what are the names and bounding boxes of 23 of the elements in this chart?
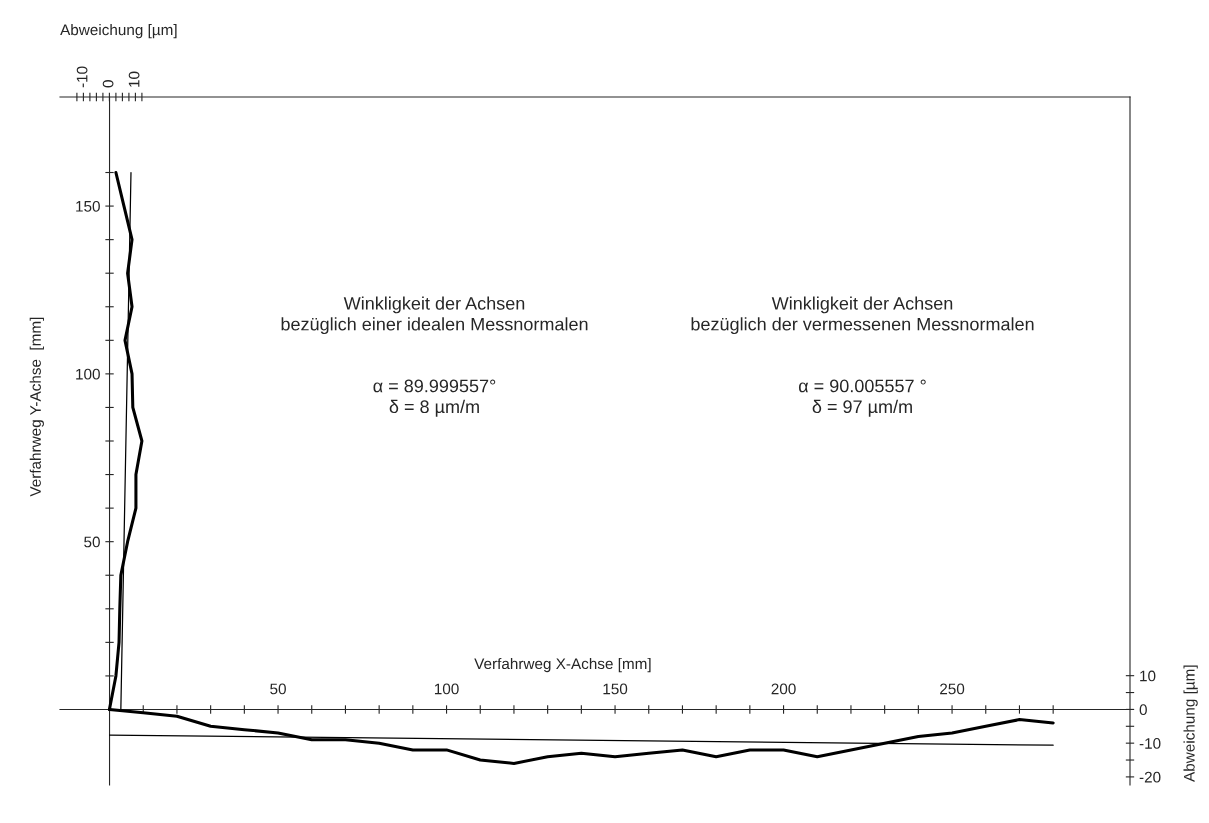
y-axis-title: Verfahrweg Y-Achse [mm] xyxy=(29,317,44,497)
annotation: α = 90.005557 ° δ = 97 µm/m xyxy=(798,379,926,417)
y2-tick-label: 10 xyxy=(1140,670,1156,682)
x2-tick-label: 0 xyxy=(102,80,114,88)
x-tick-label: 250 xyxy=(940,683,965,695)
y-tick-label: 150 xyxy=(76,200,100,212)
x2-axis-title: Abweichung [µm] xyxy=(60,24,177,39)
x-tick-label: 50 xyxy=(270,683,286,695)
x2-tick-label: 10 xyxy=(128,71,140,87)
annotation: α = 89.999557° δ = 8 µm/m xyxy=(373,379,496,417)
y2-axis-title: Abweichung [µm] xyxy=(1183,665,1198,782)
y-tick-label: 50 xyxy=(84,536,100,548)
annotation: Winkligkeit der Achsen bezüglich einer idealen Messnormalen xyxy=(281,296,588,335)
x-tick-label: 100 xyxy=(434,683,459,695)
y2-tick-label: -10 xyxy=(1139,738,1161,749)
y2-tick-label: -20 xyxy=(1139,771,1161,783)
annotation: Winkligkeit der Achsen bezüglich der vermessenen Messnormalen xyxy=(691,296,1034,335)
x-tick-label: 150 xyxy=(603,683,628,695)
y-tick-label: 100 xyxy=(76,368,100,380)
y2-tick-label: 0 xyxy=(1139,704,1147,716)
x2-tick-label: -10 xyxy=(76,66,88,88)
x-axis-title: Verfahrweg X-Achse [mm] xyxy=(474,657,651,673)
x-tick-label: 200 xyxy=(771,683,796,695)
